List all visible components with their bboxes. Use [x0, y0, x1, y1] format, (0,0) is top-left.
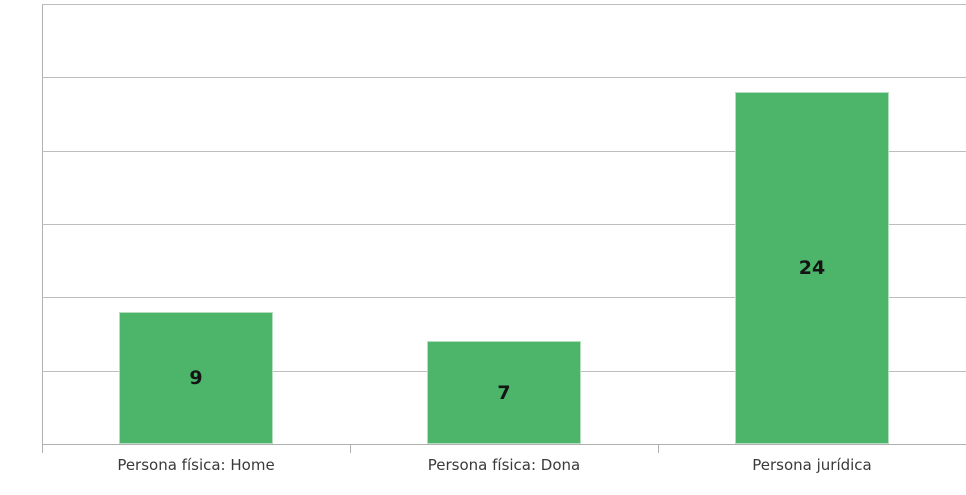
x-axis-tick — [658, 444, 659, 453]
bar-value-label: 9 — [189, 367, 203, 389]
y-axis-line — [42, 4, 43, 453]
bar[interactable]: 9 — [119, 312, 273, 444]
gridline — [42, 297, 966, 298]
gridline — [42, 151, 966, 152]
x-axis-label: Persona física: Home — [117, 456, 275, 474]
gridline — [42, 444, 966, 445]
gridline — [42, 77, 966, 78]
gridline — [42, 4, 966, 5]
x-axis-label: Persona jurídica — [752, 456, 872, 474]
bar[interactable]: 24 — [735, 92, 889, 444]
x-axis-tick — [350, 444, 351, 453]
gridline — [42, 224, 966, 225]
bar-value-label: 24 — [798, 257, 826, 279]
bar-value-label: 7 — [497, 381, 511, 404]
x-axis-label: Persona física: Dona — [427, 456, 581, 474]
bar[interactable]: 7 — [427, 341, 581, 444]
